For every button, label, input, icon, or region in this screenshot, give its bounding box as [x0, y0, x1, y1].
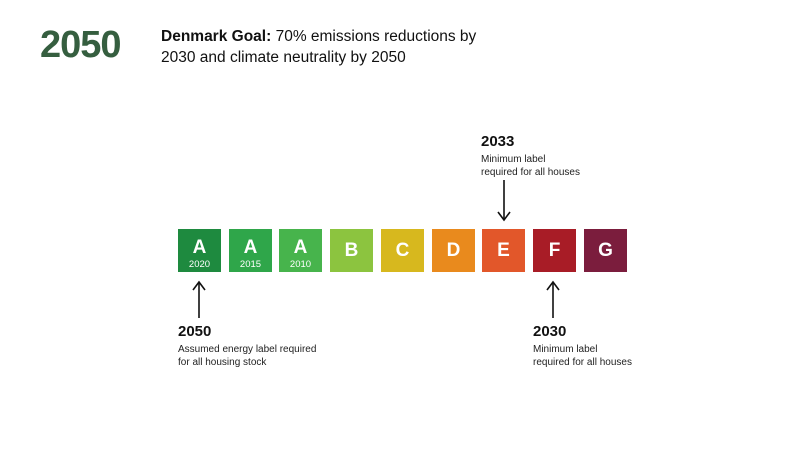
annotation-2033-line1: Minimum label: [481, 154, 546, 165]
energy-label-year: 2020: [188, 259, 211, 270]
energy-label-letter: F: [548, 240, 561, 261]
down-arrow-icon: [497, 180, 511, 222]
annotation-2030: 2030 Minimum label required for all hous…: [533, 323, 632, 369]
annotation-2050-year: 2050: [178, 323, 212, 340]
annotation-2050-line1: Assumed energy label required: [178, 344, 317, 355]
goal-text: 70% emissions reductions by 2030 and cli…: [161, 28, 477, 66]
energy-label-letter: A: [293, 237, 308, 258]
annotation-2033-line2: required for all houses: [481, 167, 580, 178]
annotation-2050: 2050 Assumed energy label required for a…: [178, 323, 316, 369]
annotation-2030-line1: Minimum label: [533, 344, 598, 355]
energy-label-letter: E: [497, 240, 510, 261]
annotation-2030-line2: required for all houses: [533, 357, 632, 368]
up-arrow-icon: [546, 280, 560, 318]
up-arrow-icon: [192, 280, 206, 318]
energy-label-a-2010: A 2010: [279, 229, 322, 272]
energy-label-letter: B: [344, 240, 359, 261]
energy-label-e: E: [482, 229, 525, 272]
energy-label-a-2020: A 2020: [178, 229, 221, 272]
annotation-2030-year: 2030: [533, 323, 567, 340]
energy-label-f: F: [533, 229, 576, 272]
goal-statement: Denmark Goal: 70% emissions reductions b…: [161, 26, 481, 68]
energy-label-letter: A: [243, 237, 258, 258]
energy-label-letter: D: [446, 240, 461, 261]
energy-label-g: G: [584, 229, 627, 272]
energy-label-d: D: [432, 229, 475, 272]
big-year-heading: 2050: [40, 24, 122, 66]
annotation-2050-line2: for all housing stock: [178, 357, 267, 368]
energy-label-letter: A: [192, 237, 207, 258]
energy-label-a-2015: A 2015: [229, 229, 272, 272]
energy-label-letter: G: [598, 240, 613, 261]
annotation-2033-year: 2033: [481, 133, 515, 150]
energy-label-year: 2010: [289, 259, 312, 270]
goal-label: Denmark Goal:: [161, 28, 272, 45]
annotation-2033: 2033 Minimum label required for all hous…: [481, 133, 580, 179]
energy-label-letter: C: [395, 240, 410, 261]
energy-label-b: B: [330, 229, 373, 272]
energy-label-year: 2015: [239, 259, 262, 270]
energy-label-c: C: [381, 229, 424, 272]
